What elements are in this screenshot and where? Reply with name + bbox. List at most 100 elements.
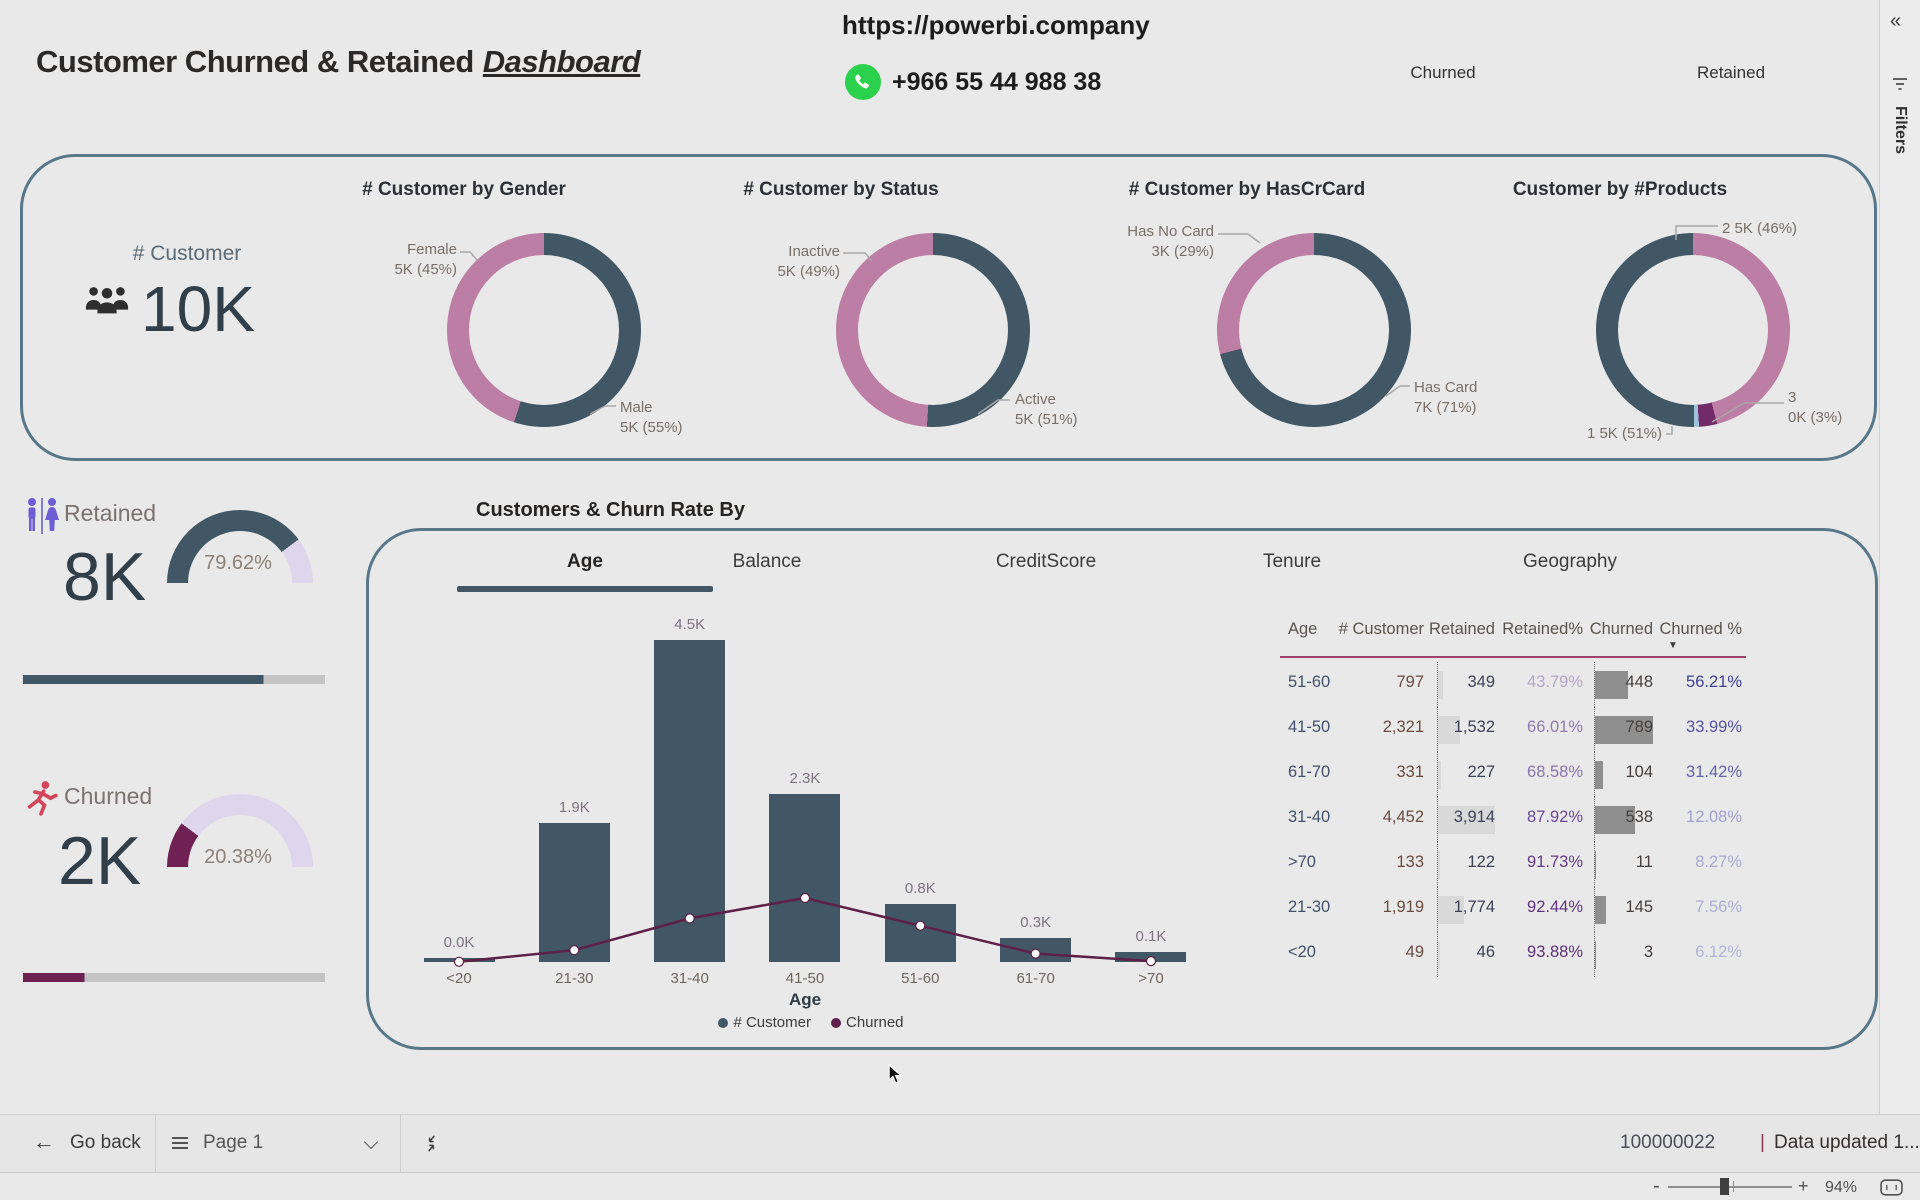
bar-51-60[interactable] [884, 904, 956, 962]
col-header-churned[interactable]: Churned [1589, 620, 1653, 638]
table-row-61-70[interactable]: 61-70 331 227 68.58% 104 31.42% [1280, 752, 1746, 797]
bar-value-label: 0.8K [904, 880, 936, 897]
table-row-51-60[interactable]: 51-60 797 349 43.79% 448 56.21% [1280, 662, 1746, 707]
retained-icon [22, 496, 62, 543]
donut-title-hascrcard: # Customer by HasCrCard [1128, 179, 1366, 200]
cell-churned-pct: 8.27% [1695, 853, 1742, 871]
churned-label: Churned [64, 783, 153, 809]
donut-label-male: Male 5K (55%) [620, 398, 683, 439]
tab-geography[interactable]: Geography [1522, 551, 1618, 572]
page-title-accent: Dashboard [482, 44, 641, 79]
churned-value: 2K [58, 823, 142, 899]
bar-41-50[interactable] [769, 794, 841, 962]
customer-count-value: 10K [141, 273, 255, 345]
donut-chart-status[interactable] [836, 233, 1030, 427]
cell-age: 21-30 [1288, 898, 1331, 916]
donut-label-line: Male [620, 399, 653, 416]
donut-label-line: 5K (45%) [394, 261, 457, 279]
col-header-retained[interactable]: Retained [1428, 620, 1495, 638]
donut-label-active: Active 5K (51%) [1015, 390, 1078, 431]
zoom-percent: 94% [1825, 1179, 1858, 1196]
retained-data-bar [1438, 716, 1460, 744]
cell-churned-pct: 6.12% [1695, 943, 1742, 961]
table-row->70[interactable]: >70 133 122 91.73% 11 8.27% [1280, 842, 1746, 887]
donut-hole [469, 255, 619, 405]
zoom-in-button[interactable]: + [1798, 1176, 1809, 1196]
donut-label-line: 1 5K (51%) [1586, 425, 1662, 442]
fit-to-page-icon[interactable] [1880, 1179, 1903, 1200]
donut-label-line: Has No Card [1127, 223, 1214, 240]
bookmark-retained[interactable]: Retained [1696, 63, 1766, 82]
table-row-21-30[interactable]: 21-30 1,919 1,774 92.44% 145 7.56% [1280, 887, 1746, 932]
expand-filters-icon[interactable]: « [1890, 10, 1902, 32]
retained-data-bar [1438, 761, 1441, 789]
bar-<20[interactable] [423, 958, 495, 962]
donut-label-inactive: Inactive 5K (49%) [728, 242, 840, 283]
cell-customer: 797 [1396, 673, 1424, 691]
tab-tenure[interactable]: Tenure [1262, 551, 1322, 572]
bar-61-70[interactable] [1000, 938, 1072, 962]
x-tick-label: 41-50 [785, 970, 825, 987]
filters-pane[interactable]: « Filters [1879, 0, 1920, 1114]
cell-churned: 11 [1635, 853, 1653, 871]
retained-gauge[interactable] [167, 510, 313, 584]
bar-31-40[interactable] [654, 640, 726, 962]
cell-churned-pct: 7.56% [1695, 898, 1742, 916]
cell-age: 31-40 [1288, 808, 1331, 826]
bar-value-label: 0.3K [1020, 914, 1052, 931]
zoom-slider-track[interactable] [1668, 1186, 1792, 1188]
bookmark-churned[interactable]: Churned [1410, 63, 1476, 82]
col-header-customer[interactable]: # Customer [1338, 620, 1424, 638]
page-title-main: Customer Churned & Retained [36, 44, 474, 79]
churned-data-bar [1595, 896, 1606, 924]
col-header-retained-pct[interactable]: Retained% [1502, 620, 1583, 638]
collapse-view-icon[interactable] [422, 1134, 441, 1158]
donut-chart-gender[interactable] [447, 233, 641, 427]
donut-chart-hascrcard[interactable] [1217, 233, 1411, 427]
bar-21-30[interactable] [538, 823, 610, 962]
cell-churned-pct: 31.42% [1686, 763, 1742, 781]
page-selector[interactable]: Page 1 [203, 1132, 264, 1153]
cell-retained: 1,532 [1453, 718, 1495, 736]
bar->70[interactable] [1115, 952, 1187, 962]
page-title: Customer Churned & Retained Dashboard [36, 44, 641, 80]
donut-hole [1618, 255, 1768, 405]
bar-value-label: 0.0K [443, 934, 475, 951]
chevron-down-icon[interactable] [363, 1134, 379, 1150]
col-header-age[interactable]: Age [1288, 620, 1318, 638]
legend-item-customer[interactable]: # Customer [718, 1014, 811, 1031]
filter-icon [1892, 76, 1908, 97]
donut-label-product2: 2 5K (46%) [1722, 219, 1797, 239]
col-header-churned-pct[interactable]: Churned % [1659, 620, 1742, 638]
churned-data-bar [1595, 671, 1628, 699]
cell-churned: 3 [1643, 943, 1653, 961]
zoom-slider-handle[interactable] [1720, 1178, 1729, 1195]
table-row-41-50[interactable]: 41-50 2,321 1,532 66.01% 789 33.99% [1280, 707, 1746, 752]
tab-creditscore[interactable]: CreditScore [995, 551, 1097, 572]
cell-age: 51-60 [1288, 673, 1331, 691]
retained-data-bar [1438, 806, 1495, 834]
cell-customer: 49 [1405, 943, 1424, 961]
churned-pct: 20.38% [204, 846, 272, 868]
zoom-out-button[interactable]: - [1653, 1175, 1660, 1197]
tab-balance[interactable]: Balance [732, 551, 802, 572]
table-row-31-40[interactable]: 31-40 4,452 3,914 87.92% 538 12.08% [1280, 797, 1746, 842]
cell-retained-pct: 92.44% [1527, 898, 1583, 916]
donut-label-line: 0K (3%) [1788, 409, 1843, 427]
back-arrow-icon[interactable]: ← [33, 1129, 55, 1154]
legend-item-churned[interactable]: Churned [830, 1014, 904, 1031]
table-row-<20[interactable]: <20 49 46 93.88% 3 6.12% [1280, 932, 1746, 977]
retained-pct: 79.62% [204, 552, 272, 574]
donut-title-status: # Customer by Status [743, 179, 939, 200]
legend-label: Churned [845, 1014, 904, 1031]
donut-label-line: Inactive [788, 243, 840, 260]
churned-gauge[interactable] [167, 794, 313, 868]
go-back-button[interactable]: Go back [70, 1132, 141, 1153]
cell-churned: 448 [1625, 673, 1653, 691]
donut-label-line: 5K (51%) [1015, 411, 1078, 429]
cell-churned: 104 [1625, 763, 1653, 781]
donut-chart-products[interactable] [1596, 233, 1790, 427]
tab-age[interactable]: Age [567, 551, 603, 572]
cell-customer: 2,321 [1382, 718, 1424, 736]
report-id: 100000022 [1620, 1132, 1716, 1153]
